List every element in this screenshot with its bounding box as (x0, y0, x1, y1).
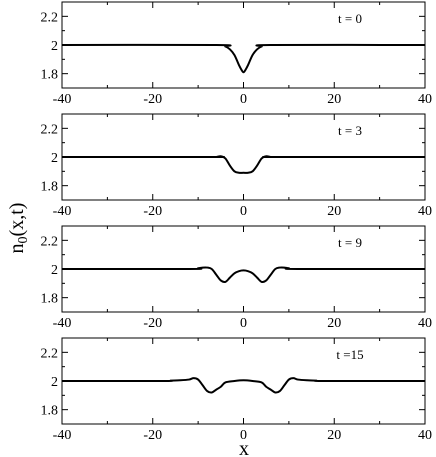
time-annotation: t = 0 (338, 11, 362, 26)
x-tick-label: 20 (327, 204, 341, 219)
panels: -40 -20 0 20 401.822.2 t = 0-40 -20 0 20 401.822.… (41, 1, 432, 443)
panel-2: -40 -20 0 20 40 1.8 2 2.2 t = 3 (41, 113, 432, 219)
y-axis-label-rest: (x,t) (6, 203, 28, 237)
x-tick-label: 20 (327, 92, 341, 107)
x-tick-label: 20 (327, 428, 341, 443)
x-tick-label: -40 (53, 316, 72, 331)
series-line (61, 266, 426, 284)
x-tick-label: 0 (240, 204, 247, 219)
y-tick-label: 2 (51, 375, 58, 390)
x-tick-label: 0 (240, 428, 247, 443)
time-annotation: t = 9 (338, 235, 362, 250)
y-tick-label: 2 (51, 151, 58, 166)
x-tick-label: 40 (418, 428, 432, 443)
x-tick-label: 20 (327, 316, 341, 331)
panel-1: -40 -20 0 20 40 1.8 2 2.2 t = 0 (41, 1, 432, 107)
panel-3: -40 -20 0 20 40 1.8 2 2.2 t = 9 (41, 225, 432, 331)
y-tick-label: 2.2 (41, 10, 59, 25)
x-tick-label: -20 (143, 316, 162, 331)
y-tick-label: 2.2 (41, 122, 59, 137)
x-tick-label: 0 (240, 92, 247, 107)
x-tick-label: 40 (418, 92, 432, 107)
y-tick-label: 1.8 (41, 68, 59, 83)
y-axis-label-subscript: 0 (16, 236, 31, 243)
x-tick-label: -40 (53, 204, 72, 219)
y-tick-label: 2 (51, 263, 58, 278)
y-axis-label-main: n (6, 243, 28, 253)
time-annotation: t = 3 (338, 123, 362, 138)
series-line (61, 43, 426, 74)
x-tick-label: -20 (143, 92, 162, 107)
y-tick-label: 2.2 (41, 234, 59, 249)
x-tick-label: -20 (143, 204, 162, 219)
x-tick-label: 40 (418, 204, 432, 219)
x-tick-label: -40 (53, 92, 72, 107)
x-tick-label: -40 (53, 428, 72, 443)
y-axis-label: n0(x,t) (6, 203, 31, 254)
x-axis-label: x (239, 438, 249, 457)
series-line (61, 377, 426, 394)
x-tick-label: 0 (240, 316, 247, 331)
x-tick-label: 40 (418, 316, 432, 331)
y-tick-label: 1.8 (41, 292, 59, 307)
y-tick-label: 2 (51, 39, 58, 54)
y-tick-label: 1.8 (41, 404, 59, 419)
panel-4: -40 -20 0 20 40 1.8 2 2.2 t =15 (41, 337, 432, 443)
y-tick-label: 2.2 (41, 346, 59, 361)
series-line (62, 155, 425, 174)
time-annotation: t =15 (336, 347, 363, 362)
x-tick-label: -20 (143, 428, 162, 443)
y-tick-label: 1.8 (41, 180, 59, 195)
